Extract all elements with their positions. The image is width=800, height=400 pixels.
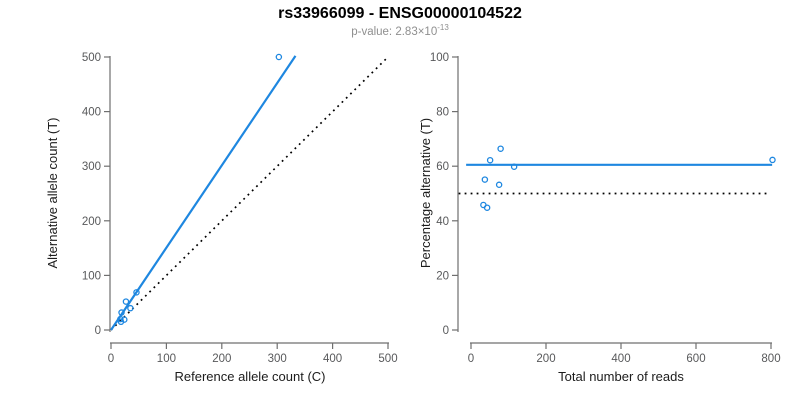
x-axis-title: Reference allele count (C) xyxy=(174,369,325,384)
y-tick-label: 40 xyxy=(436,216,449,228)
data-point xyxy=(121,316,128,323)
y-tick-label: 100 xyxy=(82,270,101,282)
data-point xyxy=(122,298,130,305)
y-tick-label: 20 xyxy=(436,270,449,282)
x-tick-label: 400 xyxy=(323,353,342,365)
data-point xyxy=(483,204,491,211)
y-tick-label: 400 xyxy=(82,107,101,119)
y-tick-label: 100 xyxy=(430,52,449,64)
y-tick-label: 80 xyxy=(436,107,449,119)
data-point xyxy=(127,304,134,312)
data-point xyxy=(481,176,489,183)
p-value-exponent: -13 xyxy=(437,23,449,33)
data-point xyxy=(497,145,504,152)
x-tick-label: 300 xyxy=(268,353,287,365)
x-tick-label: 100 xyxy=(157,353,176,365)
y-axis-title: Percentage alternative (T) xyxy=(418,118,433,268)
x-tick-label: 500 xyxy=(378,353,397,365)
x-tick-label: 0 xyxy=(468,353,474,365)
data-point xyxy=(118,309,125,316)
y-tick-label: 300 xyxy=(82,161,101,173)
data-point xyxy=(495,181,503,189)
data-point xyxy=(510,163,518,170)
figure-subtitle: p-value: 2.83×10-13 xyxy=(0,23,800,38)
y-axis-title: Alternative allele count (T) xyxy=(45,117,60,268)
x-axis-title: Total number of reads xyxy=(558,369,684,384)
x-tick-label: 0 xyxy=(108,353,114,365)
y-tick-label: 0 xyxy=(443,325,449,337)
y-tick-label: 0 xyxy=(95,325,101,337)
data-point xyxy=(275,53,283,61)
y-tick-label: 200 xyxy=(82,216,101,228)
y-tick-label: 500 xyxy=(82,52,101,64)
x-tick-label: 600 xyxy=(686,353,705,365)
x-tick-label: 200 xyxy=(212,353,231,365)
p-value-base: 2.83×10 xyxy=(395,26,438,38)
x-tick-label: 400 xyxy=(611,353,630,365)
data-point xyxy=(133,289,140,296)
data-point xyxy=(486,156,494,164)
x-tick-label: 800 xyxy=(761,353,780,365)
data-point xyxy=(117,315,124,323)
data-point xyxy=(769,156,776,164)
reference-dotted-line xyxy=(110,56,389,331)
figure-title: rs33966099 - ENSG00000104522 xyxy=(278,5,522,22)
y-tick-label: 60 xyxy=(436,161,449,173)
fit-line xyxy=(110,55,297,331)
p-value-label: p-value: xyxy=(351,26,396,38)
x-tick-label: 200 xyxy=(536,353,555,365)
